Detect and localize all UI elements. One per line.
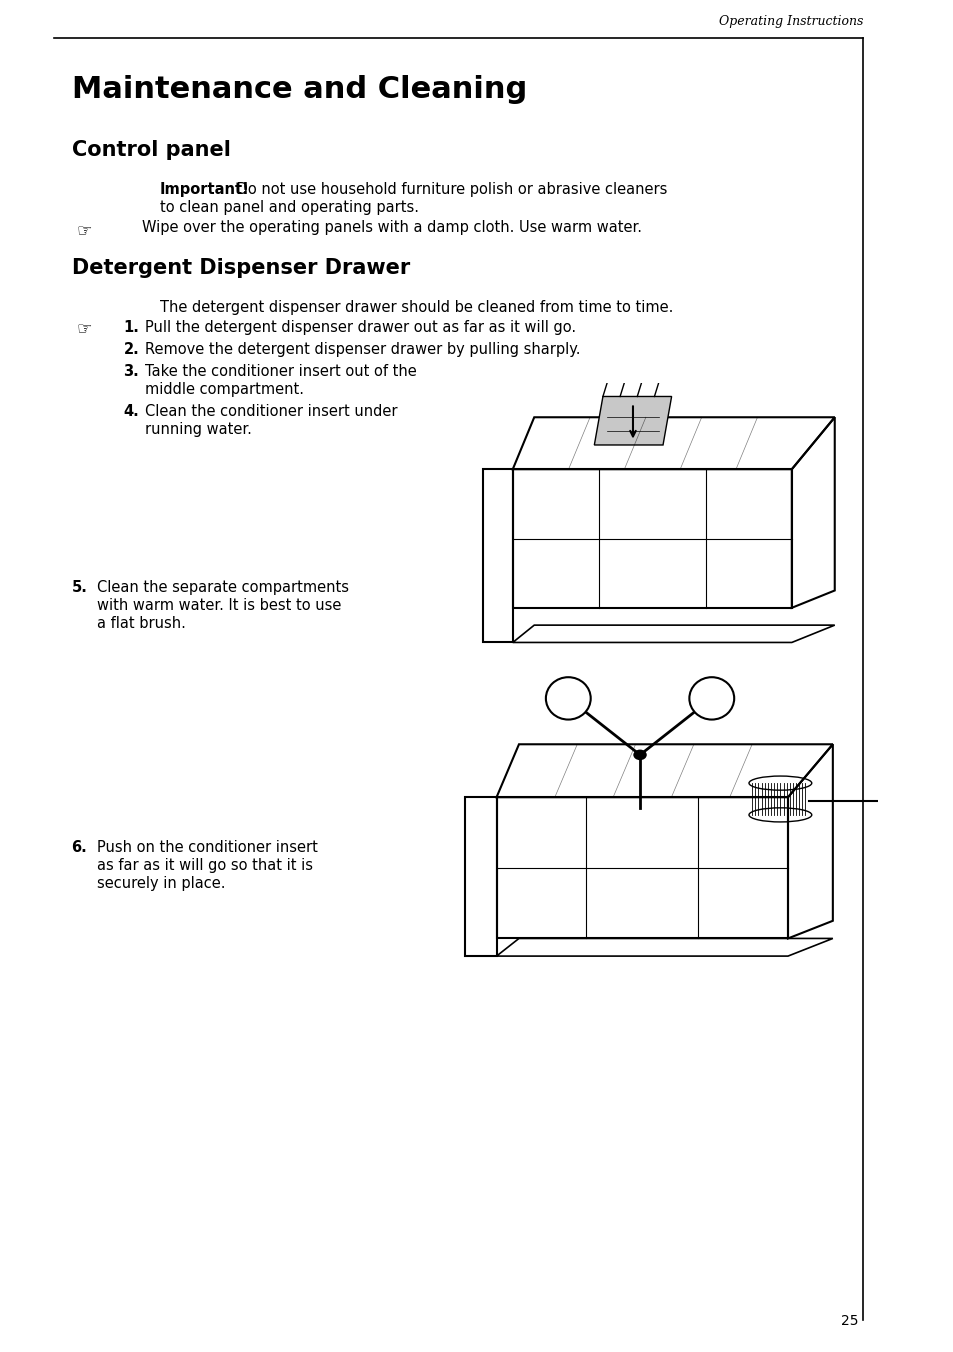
Text: Do not use household furniture polish or abrasive cleaners: Do not use household furniture polish or… — [232, 183, 666, 197]
Text: 1.: 1. — [124, 320, 139, 335]
Text: Clean the separate compartments: Clean the separate compartments — [96, 580, 348, 595]
Circle shape — [633, 749, 646, 760]
Text: Remove the detergent dispenser drawer by pulling sharply.: Remove the detergent dispenser drawer by… — [145, 342, 579, 357]
Text: Pull the detergent dispenser drawer out as far as it will go.: Pull the detergent dispenser drawer out … — [145, 320, 575, 335]
Text: a flat brush.: a flat brush. — [96, 617, 185, 631]
Text: Take the conditioner insert out of the: Take the conditioner insert out of the — [145, 364, 416, 379]
Text: middle compartment.: middle compartment. — [145, 383, 303, 397]
Text: Push on the conditioner insert: Push on the conditioner insert — [96, 840, 317, 854]
Text: 6.: 6. — [71, 840, 88, 854]
Text: ☞: ☞ — [76, 222, 92, 241]
Text: 4.: 4. — [124, 404, 139, 419]
Text: Operating Instructions: Operating Instructions — [719, 15, 862, 28]
Text: 25: 25 — [840, 1314, 858, 1328]
Text: 2.: 2. — [124, 342, 139, 357]
Text: 5.: 5. — [71, 580, 88, 595]
Text: Maintenance and Cleaning: Maintenance and Cleaning — [71, 74, 526, 104]
Text: as far as it will go so that it is: as far as it will go so that it is — [96, 859, 313, 873]
Text: Detergent Dispenser Drawer: Detergent Dispenser Drawer — [71, 258, 410, 279]
Text: Control panel: Control panel — [71, 141, 231, 160]
Text: ☞: ☞ — [76, 320, 92, 338]
Polygon shape — [594, 396, 671, 445]
Text: Clean the conditioner insert under: Clean the conditioner insert under — [145, 404, 396, 419]
Text: The detergent dispenser drawer should be cleaned from time to time.: The detergent dispenser drawer should be… — [159, 300, 672, 315]
Text: 3.: 3. — [124, 364, 139, 379]
Text: Important!: Important! — [159, 183, 249, 197]
Text: to clean panel and operating parts.: to clean panel and operating parts. — [159, 200, 418, 215]
Text: running water.: running water. — [145, 422, 252, 437]
Text: securely in place.: securely in place. — [96, 876, 225, 891]
Text: Wipe over the operating panels with a damp cloth. Use warm water.: Wipe over the operating panels with a da… — [141, 220, 640, 235]
Text: with warm water. It is best to use: with warm water. It is best to use — [96, 598, 340, 612]
